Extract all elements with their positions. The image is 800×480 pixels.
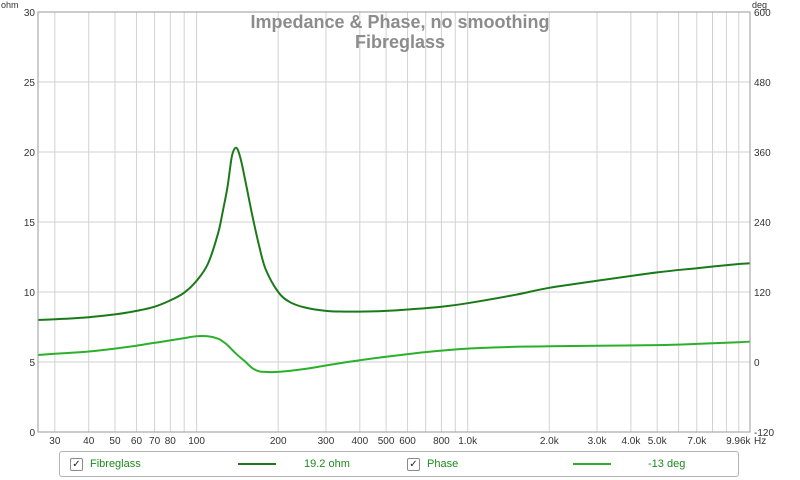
x-tick-label: 500 [378,436,395,447]
chart-subtitle: Fibreglass [355,32,445,52]
x-tick-label: 50 [109,436,121,447]
fibreglass-value: 19.2 ohm [304,458,350,470]
y-left-tick-label: 5 [29,358,35,369]
x-tick-label: 9.96k [726,436,751,447]
x-tick-label: 30 [49,436,61,447]
x-tick-label: 800 [433,436,450,447]
y-left-tick-label: 20 [24,148,36,159]
legend-item-fibreglass[interactable]: ✓ Fibreglass [70,452,141,476]
x-tick-label: 300 [318,436,335,447]
chart-axes: 0 5 10 15 20 25 30 -120 0 120 240 360 480 600 30 40 50 60… [24,8,775,447]
x-tick-label: 80 [165,436,177,447]
y-left-tick-label: 0 [29,428,35,439]
x-tick-label: 4.0k [621,436,641,447]
y-right-tick-label: -120 [754,428,774,439]
y-left-tick-label: 15 [24,218,36,229]
fibreglass-line-swatch [238,463,276,465]
y-right-tick-label: 360 [754,148,771,159]
x-tick-label: 40 [83,436,95,447]
x-tick-label: 600 [399,436,416,447]
x-tick-label: 100 [188,436,205,447]
y-left-tick-label: 30 [24,8,36,19]
plot-frame [37,11,751,433]
x-axis-unit: Hz [754,436,766,447]
y-right-tick-label: 0 [754,358,760,369]
chart-lines [37,146,751,374]
x-tick-label: 5.0k [648,436,668,447]
y-right-tick-label: 120 [754,288,771,299]
x-tick-label: 7.0k [687,436,707,447]
phase-checkbox[interactable]: ✓ [407,457,420,471]
x-tick-label: 3.0k [588,436,608,447]
phase-value: -13 deg [648,458,686,470]
chart-grid [38,12,750,432]
phase-label: Phase [427,458,459,470]
left-axis-unit: ohm [1,0,19,10]
x-tick-label: 1.0k [458,436,478,447]
x-tick-label: 70 [149,436,161,447]
fibreglass-checkbox[interactable]: ✓ [70,457,83,471]
series-line-phase [37,335,751,374]
y-left-tick-label: 10 [24,288,36,299]
y-right-tick-label: 600 [754,8,771,19]
fibreglass-label: Fibreglass [90,458,141,470]
x-tick-label: 200 [270,436,287,447]
x-tick-label: 60 [131,436,143,447]
chart-title: Impedance & Phase, no smoothing [250,12,549,32]
series-line-fibreglass [37,146,751,321]
x-tick-label: 400 [351,436,368,447]
right-axis-unit: deg [752,0,767,10]
y-right-tick-label: 480 [754,78,771,89]
legend-box: ✓ Fibreglass 19.2 ohm ✓ Phase -13 deg [59,451,739,477]
phase-line-swatch [573,463,611,465]
x-tick-label: 2.0k [540,436,560,447]
y-right-tick-label: 240 [754,218,771,229]
y-left-tick-label: 25 [24,78,36,89]
impedance-phase-chart: 0 5 10 15 20 25 30 -120 0 120 240 360 480 600 30 40 50 60… [1,0,775,447]
legend-item-phase[interactable]: ✓ Phase [407,452,458,476]
